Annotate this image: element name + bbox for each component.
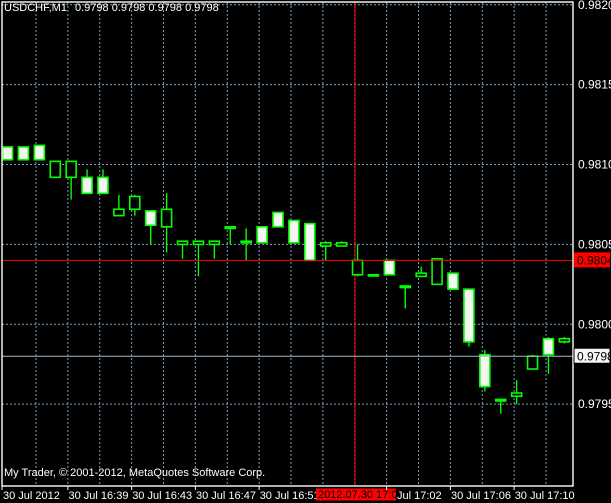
svg-text:30 Jul 2012: 30 Jul 2012: [3, 490, 60, 502]
svg-text:30 Jul 17:10: 30 Jul 17:10: [515, 490, 575, 502]
svg-text:2012.07.30 17:00: 2012.07.30 17:00: [318, 489, 404, 501]
svg-text:My Trader, © 2001-2012, MetaQu: My Trader, © 2001-2012, MetaQuotes Softw…: [4, 467, 265, 479]
svg-text:0.9798: 0.9798: [577, 349, 611, 363]
svg-text:30 Jul 16:47: 30 Jul 16:47: [196, 490, 256, 502]
svg-text:0.9795: 0.9795: [578, 397, 611, 411]
svg-text:30 Jul 16:51: 30 Jul 16:51: [260, 490, 320, 502]
svg-text:30 Jul 16:43: 30 Jul 16:43: [132, 490, 192, 502]
svg-text:0.9798 0.9798 0.9798 0.9798: 0.9798 0.9798 0.9798 0.9798: [75, 2, 219, 14]
svg-text:USDCHF,M1: USDCHF,M1: [4, 2, 67, 14]
svg-text:30 Jul 16:39: 30 Jul 16:39: [69, 490, 129, 502]
svg-text:0.9815: 0.9815: [578, 78, 611, 92]
svg-text:0.9805: 0.9805: [578, 237, 611, 251]
svg-text:0.9804: 0.9804: [577, 253, 611, 267]
svg-text:30 Jul 17:06: 30 Jul 17:06: [451, 490, 511, 502]
svg-text:Jul 17:02: Jul 17:02: [397, 490, 442, 502]
